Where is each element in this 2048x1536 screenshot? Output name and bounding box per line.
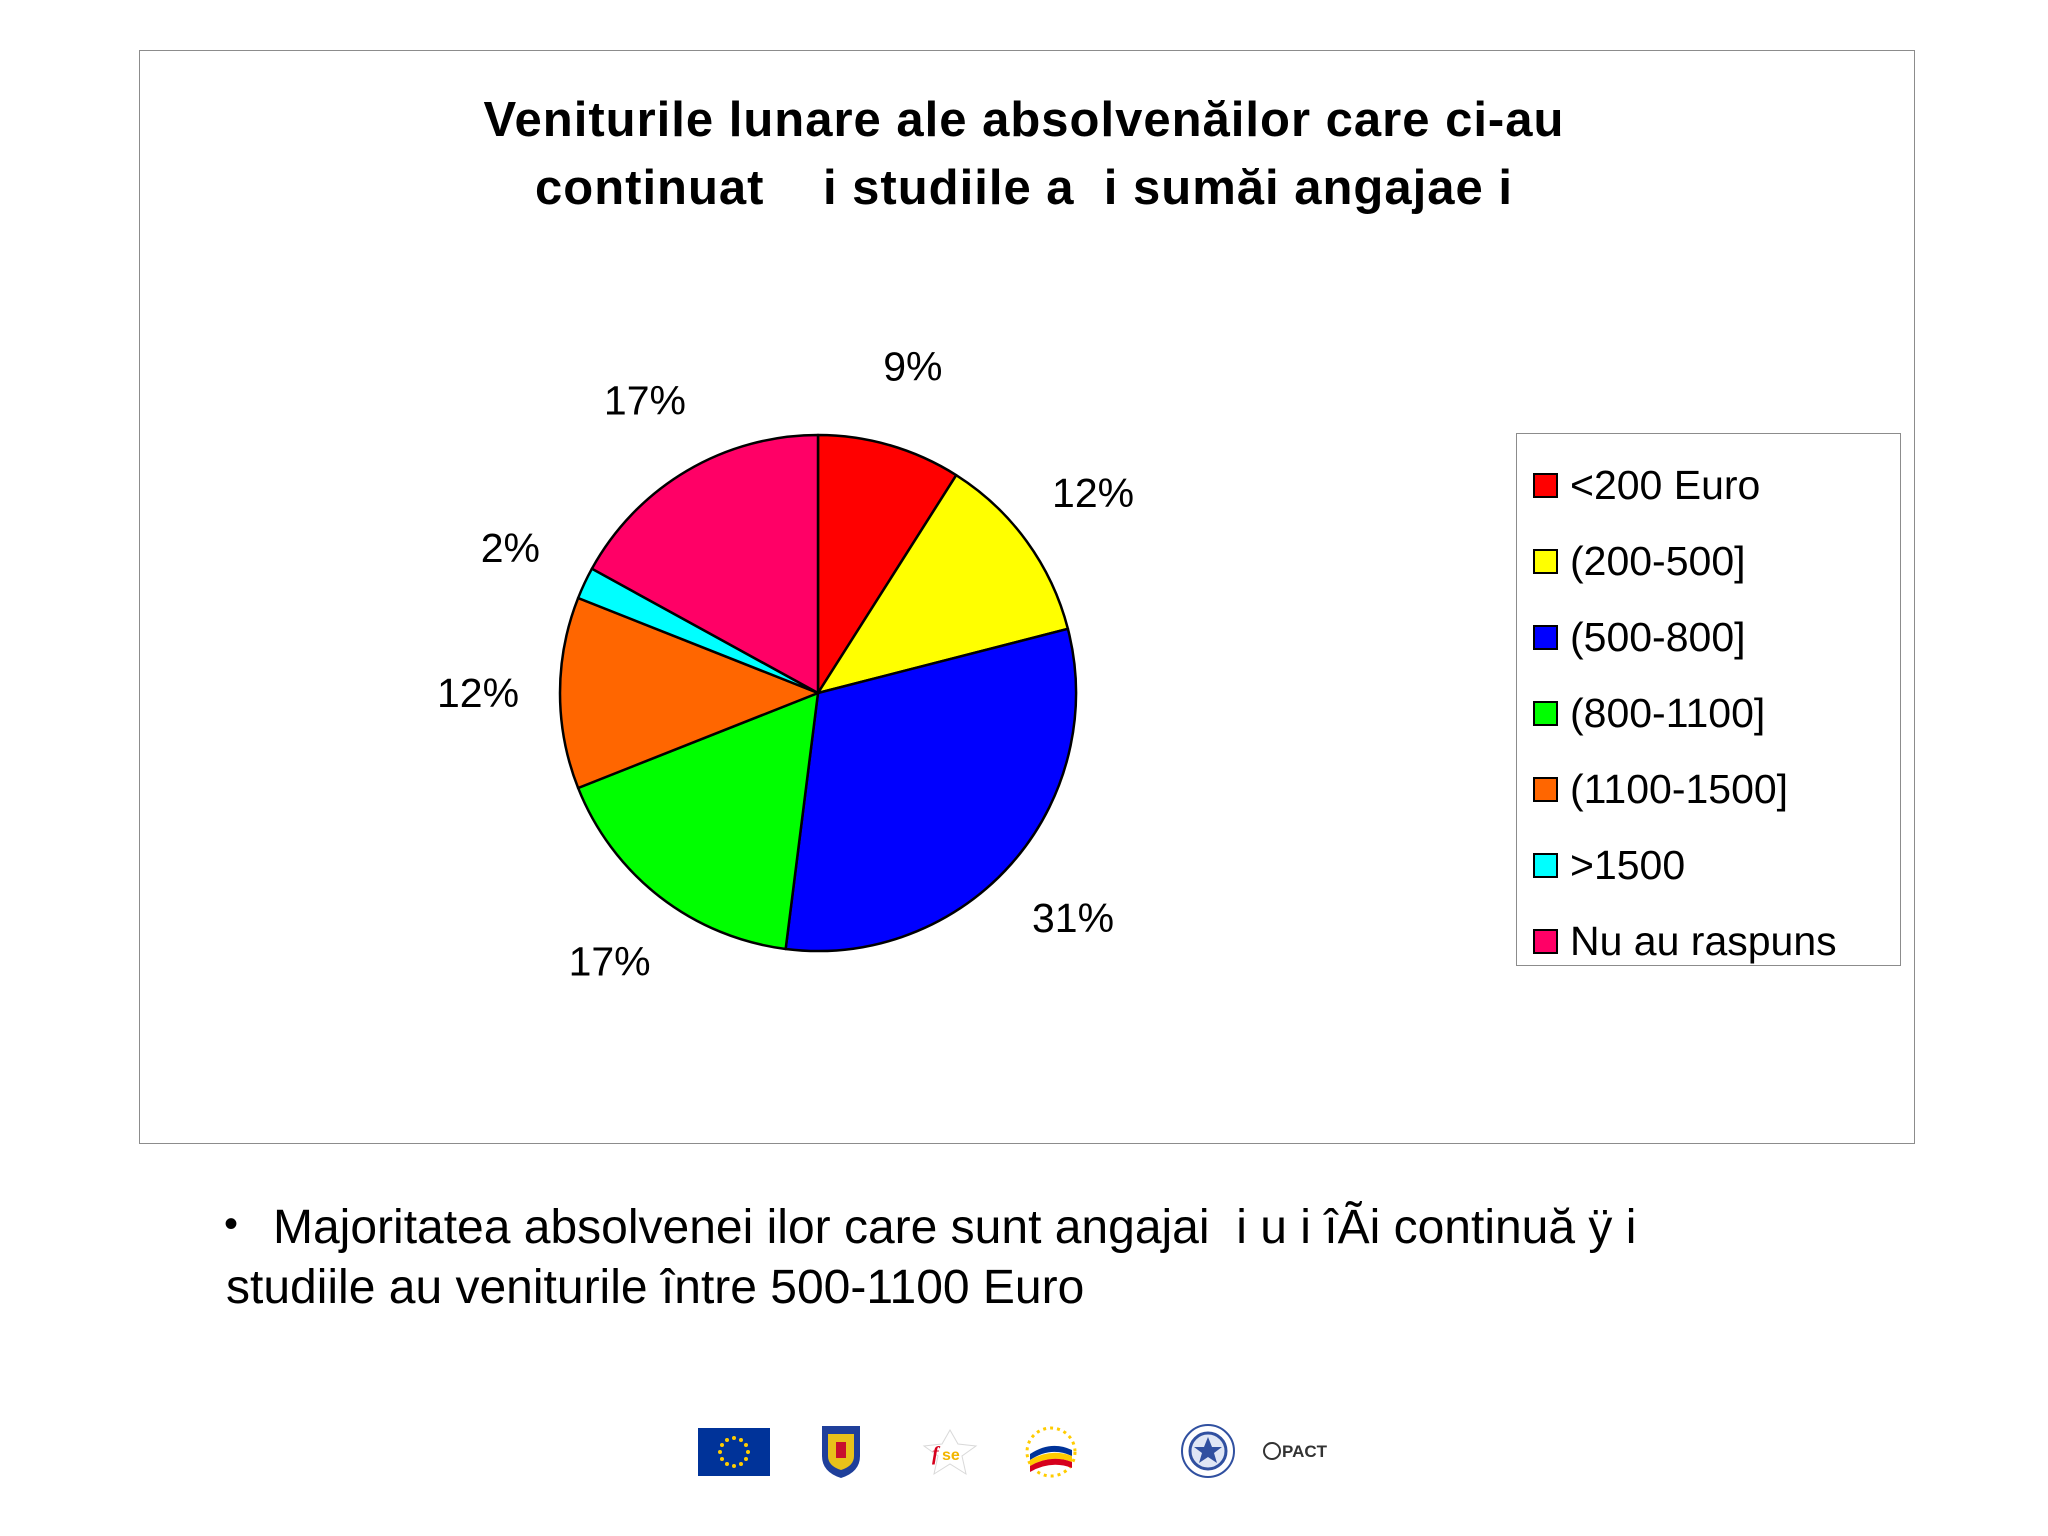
legend-swatch (1533, 928, 1558, 954)
legend-swatch (1533, 472, 1558, 498)
pact-logo-text: PACT (1282, 1442, 1328, 1461)
pie-slice (816, 473, 1070, 695)
romania-coat-of-arms-icon (822, 1426, 860, 1478)
summary-line-2: studiile au veniturile între 500-1100 Eu… (226, 1261, 1085, 1314)
legend-item: (500-800] (1517, 599, 1900, 675)
legend-label: (800-1100] (1570, 689, 1766, 736)
eu-flag-icon (698, 1428, 770, 1476)
legend-swatch (1533, 700, 1558, 726)
pie-slice (590, 433, 820, 695)
legend-swatch (1533, 852, 1558, 878)
chart-title-line-1: Veniturile lunare ale absolvenăilor care… (483, 93, 1565, 147)
svg-text:f: f (932, 1443, 941, 1465)
legend-item: (200-500] (1517, 523, 1900, 599)
legend-label: <200 Euro (1570, 461, 1761, 508)
pie-slice (784, 627, 1078, 953)
summary-bullet: • Majoritatea absolvenei ilor care sunt … (224, 1198, 1766, 1318)
structural-instruments-logo-icon (1025, 1426, 1077, 1478)
legend-item: (1100-1500] (1517, 751, 1900, 827)
chart-title-line-2: continuat i studiile a i sumăi angajae i (535, 161, 1513, 215)
legend-item: <200 Euro (1517, 447, 1900, 523)
svg-text:se: se (942, 1447, 960, 1464)
pie-data-label: 12% (437, 670, 519, 716)
pie-data-label: 17% (604, 377, 686, 423)
pie-slice (816, 433, 958, 695)
fse-logo-icon: f se (922, 1428, 978, 1476)
bullet-icon: • (224, 1202, 239, 1246)
pact-logo-icon: PACT (1263, 1442, 1328, 1461)
legend-label: >1500 (1570, 841, 1686, 888)
legend-swatch (1533, 548, 1558, 574)
legend-item: >1500 (1517, 827, 1900, 903)
legend-swatch (1533, 776, 1558, 802)
footer-logos: f se PACT (0, 1420, 2048, 1530)
legend-item: (800-1100] (1517, 675, 1900, 751)
summary-line-1: Majoritatea absolvenei ilor care sunt an… (273, 1201, 1637, 1254)
pie-data-label: 31% (1032, 895, 1114, 941)
legend-item: Nu au raspuns (1517, 903, 1900, 979)
legend-label: Nu au raspuns (1570, 917, 1837, 964)
chart-title: Veniturile lunare ale absolvenăilor care… (0, 86, 2048, 222)
chart-legend: <200 Euro (200-500] (500-800] (800-1100]… (1516, 433, 1901, 966)
legend-swatch (1533, 624, 1558, 650)
legend-label: (1100-1500] (1570, 765, 1789, 812)
legend-label: (500-800] (1570, 613, 1746, 660)
pie-data-label: 17% (569, 939, 651, 985)
pie-slice (576, 691, 820, 951)
cnsis-logo-icon (1181, 1424, 1235, 1478)
legend-label: (200-500] (1570, 537, 1746, 584)
pie-data-label: 12% (1052, 470, 1134, 516)
pie-data-label: 2% (481, 525, 540, 571)
pie-slice (558, 596, 820, 790)
pie-data-label: 9% (883, 344, 942, 390)
